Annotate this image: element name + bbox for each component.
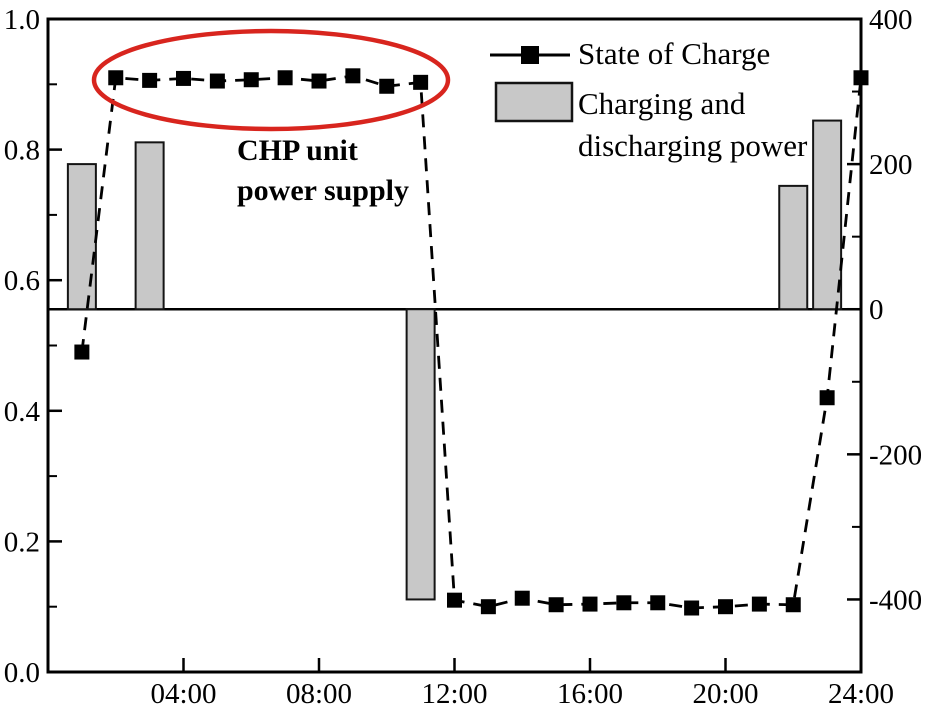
left-tick-label: 1.0 [4, 4, 40, 36]
soc-marker-hour-20 [718, 599, 733, 615]
soc-marker-hour-10 [379, 78, 395, 94]
soc-marker-hour-11 [413, 74, 429, 90]
left-tick-label: 0.2 [4, 526, 40, 558]
annotation-text-line1: CHP unit [237, 134, 358, 167]
soc-marker-hour-12 [447, 592, 462, 608]
x-tick-label: 08:00 [286, 678, 352, 709]
x-tick-label: 04:00 [150, 678, 216, 709]
soc-marker-hour-14 [514, 590, 530, 606]
x-tick-label: 16:00 [557, 678, 623, 709]
left-tick-label: 0.0 [4, 657, 40, 689]
plot-frame [46, 17, 863, 674]
soc-marker-hour-3 [142, 72, 158, 88]
legend-bar-label-line2: discharging power [578, 128, 808, 163]
bar-hour-3 [134, 141, 165, 311]
soc-marker-hour-16 [582, 596, 598, 612]
left-tick-label: 0.6 [4, 265, 40, 297]
right-tick-label: 200 [869, 149, 913, 181]
soc-marker-hour-2 [108, 70, 124, 86]
annotation-text-line2: power supply [237, 174, 409, 207]
bar-hour-1 [66, 163, 97, 311]
soc-marker-hour-17 [616, 595, 632, 611]
annotation-ellipse [91, 28, 451, 132]
soc-marker-hour-9 [345, 68, 361, 84]
bar-hour-22 [778, 184, 809, 311]
soc-marker-hour-4 [176, 70, 191, 86]
axes-layer: 0.0 0.2 0.4 0.6 0.8 1.0 400 200 0 -200 -400 04:00 08… [4, 4, 922, 709]
legend-bar-label-line1: Charging and [578, 86, 746, 121]
soc-marker-hour-21 [751, 596, 767, 612]
soc-marker-hour-1 [74, 344, 90, 360]
legend-bar-swatch-icon [494, 81, 574, 123]
right-tick-label: 400 [869, 4, 913, 36]
soc-marker-hour-24 [853, 70, 869, 86]
right-tick-label: 0 [869, 294, 884, 326]
bar-hour-11 [405, 308, 436, 601]
soc-marker-hour-22 [785, 597, 801, 613]
right-tick-label: -400 [869, 584, 922, 616]
legend-line-label: State of Charge [578, 36, 770, 71]
bar-hour-23 [812, 119, 843, 311]
soc-marker-hour-5 [209, 73, 225, 89]
bar-series-layer [66, 119, 843, 601]
x-tick-label: 20:00 [692, 678, 758, 709]
soc-marker-hour-13 [480, 599, 496, 615]
soc-marker-hour-7 [277, 70, 293, 86]
left-tick-label: 0.8 [4, 135, 40, 167]
right-tick-label: -200 [869, 439, 922, 471]
soc-marker-hour-23 [819, 390, 835, 406]
x-tick-label: 24:00 [828, 678, 894, 709]
legend: State of Charge Charging and discharging… [490, 36, 808, 163]
soc-marker-hour-19 [684, 600, 700, 616]
soc-marker-hour-6 [243, 72, 259, 88]
soc-marker-hour-8 [311, 73, 327, 89]
line-series-layer [74, 68, 869, 616]
legend-line-marker-icon [521, 46, 539, 64]
soc-marker-hour-15 [548, 597, 564, 613]
soc-marker-hour-18 [650, 595, 666, 611]
x-tick-label: 12:00 [421, 678, 487, 709]
left-tick-label: 0.4 [4, 396, 41, 428]
